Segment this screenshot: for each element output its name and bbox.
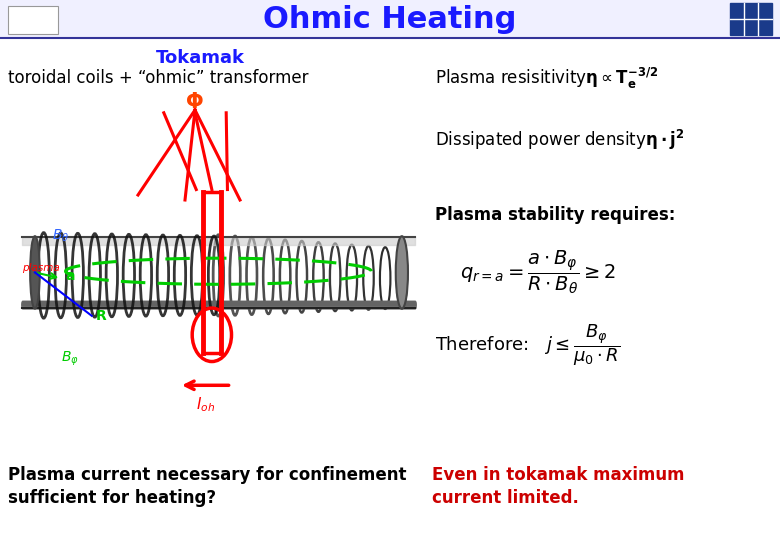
Text: plasma: plasma <box>22 262 59 273</box>
Text: Even in tokamak maximum: Even in tokamak maximum <box>432 466 685 484</box>
Text: Dissipated power density$\mathbf{\eta \cdot j^2}$: Dissipated power density$\mathbf{\eta \c… <box>435 128 685 152</box>
Text: sufficient for heating?: sufficient for heating? <box>8 489 216 507</box>
Bar <box>730 3 772 35</box>
Text: $I_{oh}$: $I_{oh}$ <box>196 395 215 414</box>
Text: Therefore:   $j \leq \dfrac{B_{\varphi}}{\mu_0 \cdot R}$: Therefore: $j \leq \dfrac{B_{\varphi}}{\… <box>435 322 620 368</box>
Bar <box>0 0 780 38</box>
Text: toroidal coils + “ohmic” transformer: toroidal coils + “ohmic” transformer <box>8 69 309 87</box>
Text: Plasma current necessary for confinement: Plasma current necessary for confinement <box>8 466 406 484</box>
Text: $B_{\varphi}$: $B_{\varphi}$ <box>61 349 79 368</box>
Text: R: R <box>96 309 107 323</box>
Text: Tokamak: Tokamak <box>155 49 244 67</box>
Text: Φ: Φ <box>186 92 204 112</box>
Text: Ohmic Heating: Ohmic Heating <box>264 4 516 33</box>
Text: $B_{\theta}$: $B_{\theta}$ <box>52 228 69 244</box>
Ellipse shape <box>30 236 40 309</box>
Text: a: a <box>66 269 75 283</box>
Ellipse shape <box>395 236 408 309</box>
Text: current limited.: current limited. <box>432 489 579 507</box>
Text: Plasma stability requires:: Plasma stability requires: <box>435 206 675 224</box>
Text: Plasma resisitivity$\mathbf{\eta} \propto \mathbf{T_e^{-3/2}}$: Plasma resisitivity$\mathbf{\eta} \propt… <box>435 65 658 91</box>
Bar <box>8 6 58 34</box>
Text: $q_{r=a} = \dfrac{a \cdot B_{\varphi}}{R \cdot B_{\theta}} \geq 2$: $q_{r=a} = \dfrac{a \cdot B_{\varphi}}{R… <box>460 248 616 296</box>
